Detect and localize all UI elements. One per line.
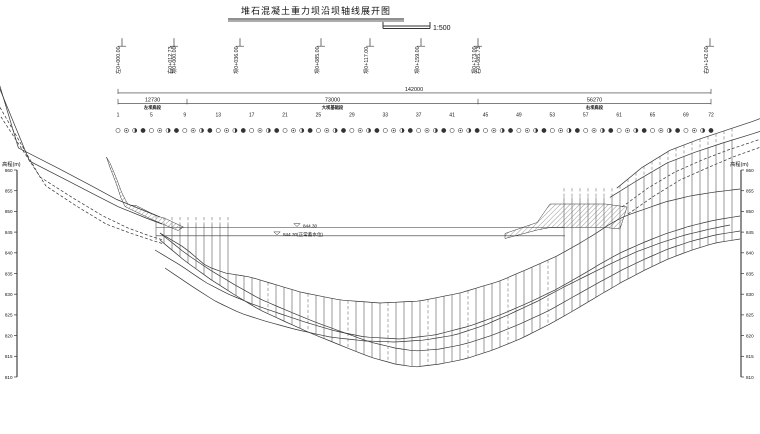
svg-text:840: 840	[5, 251, 13, 256]
svg-text:右坝肩段: 右坝肩段	[586, 104, 604, 111]
svg-text:49: 49	[516, 113, 522, 119]
svg-text:860: 860	[746, 168, 754, 173]
svg-text:825: 825	[746, 313, 754, 318]
svg-text:53: 53	[550, 113, 556, 119]
svg-text:右0+085.73: 右0+085.73	[474, 46, 482, 74]
svg-text:844.30(正常蓄水位): 844.30(正常蓄水位)	[283, 231, 324, 238]
svg-text:坝0+000.00: 坝0+000.00	[170, 46, 178, 74]
svg-text:830: 830	[746, 292, 754, 297]
svg-text:33: 33	[382, 113, 388, 119]
svg-text:坝0+117.00: 坝0+117.00	[362, 47, 370, 74]
svg-text:坝0+159.00: 坝0+159.00	[413, 46, 421, 74]
svg-text:45: 45	[483, 113, 489, 119]
svg-text:37: 37	[416, 113, 422, 119]
svg-text:855: 855	[746, 189, 754, 194]
svg-text:820: 820	[5, 333, 13, 338]
svg-text:830: 830	[5, 292, 13, 297]
svg-text:左0+000.00: 左0+000.00	[114, 46, 122, 74]
svg-text:25: 25	[316, 113, 322, 119]
svg-text:堆石混凝土重力坝沿坝轴线展开图: 堆石混凝土重力坝沿坝轴线展开图	[241, 5, 391, 16]
svg-text:73000: 73000	[325, 97, 340, 103]
svg-text:高程(m): 高程(m)	[730, 160, 749, 168]
svg-text:13: 13	[215, 113, 221, 119]
svg-text:810: 810	[5, 375, 13, 380]
svg-text:5: 5	[150, 113, 153, 119]
svg-text:1: 1	[117, 113, 120, 119]
svg-text:9: 9	[183, 113, 186, 119]
svg-text:844.30: 844.30	[303, 224, 317, 229]
svg-text:大坝基础段: 大坝基础段	[322, 104, 344, 111]
svg-text:右0+142.00: 右0+142.00	[702, 46, 710, 74]
svg-text:72: 72	[708, 113, 714, 119]
svg-text:845: 845	[5, 230, 13, 235]
svg-text:21: 21	[282, 113, 288, 119]
svg-text:69: 69	[683, 113, 689, 119]
svg-text:57: 57	[583, 113, 589, 119]
svg-text:12730: 12730	[145, 97, 160, 103]
svg-text:61: 61	[616, 113, 622, 119]
svg-text:810: 810	[746, 375, 754, 380]
svg-text:坝0+085.00: 坝0+085.00	[313, 46, 321, 74]
svg-text:850: 850	[746, 209, 754, 214]
svg-text:835: 835	[5, 271, 13, 276]
svg-text:1:500: 1:500	[433, 25, 451, 32]
svg-text:41: 41	[449, 113, 455, 119]
svg-text:850: 850	[5, 209, 13, 214]
svg-text:高程(m): 高程(m)	[2, 160, 21, 168]
svg-text:835: 835	[746, 271, 754, 276]
svg-text:65: 65	[650, 113, 656, 119]
svg-text:815: 815	[5, 354, 13, 359]
svg-text:56270: 56270	[587, 97, 602, 103]
svg-text:855: 855	[5, 189, 13, 194]
svg-text:860: 860	[5, 168, 13, 173]
svg-text:142000: 142000	[405, 87, 423, 93]
svg-text:840: 840	[746, 251, 754, 256]
svg-text:845: 845	[746, 230, 754, 235]
svg-text:29: 29	[349, 113, 355, 119]
svg-text:825: 825	[5, 313, 13, 318]
svg-text:坝0+036.00: 坝0+036.00	[232, 46, 240, 74]
svg-text:左坝肩段: 左坝肩段	[143, 104, 162, 111]
svg-text:17: 17	[249, 113, 255, 119]
svg-text:820: 820	[746, 333, 754, 338]
svg-text:815: 815	[746, 354, 754, 359]
